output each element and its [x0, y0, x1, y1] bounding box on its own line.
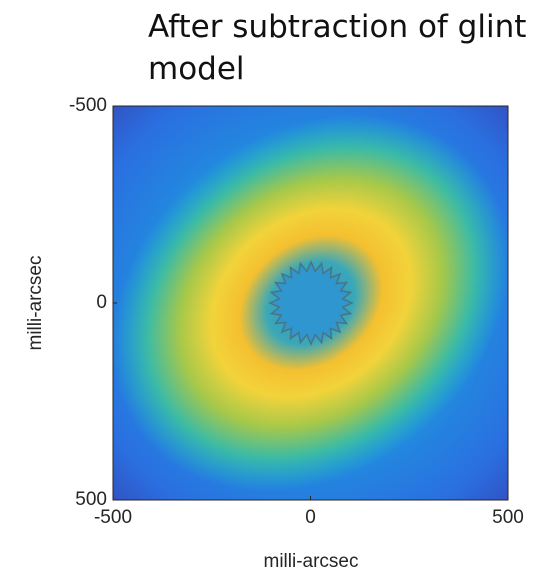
y-tick-label: 500: [75, 489, 107, 510]
glint-mask: [270, 262, 352, 344]
page: After subtraction of glint model milli-a…: [0, 0, 533, 579]
x-tick-label: -500: [94, 507, 132, 528]
y-axis-label: milli-arcsec: [25, 256, 46, 351]
y-tick-label: 0: [96, 292, 107, 313]
x-tick-label: 500: [492, 507, 524, 528]
y-tick-label: -500: [69, 95, 107, 116]
x-axis-label: milli-arcsec: [264, 551, 359, 572]
heatmap: [37, 37, 533, 570]
x-tick-label: 0: [305, 507, 316, 528]
chart: milli-arcsec milli-arcsec -5000500-50005…: [0, 0, 533, 579]
